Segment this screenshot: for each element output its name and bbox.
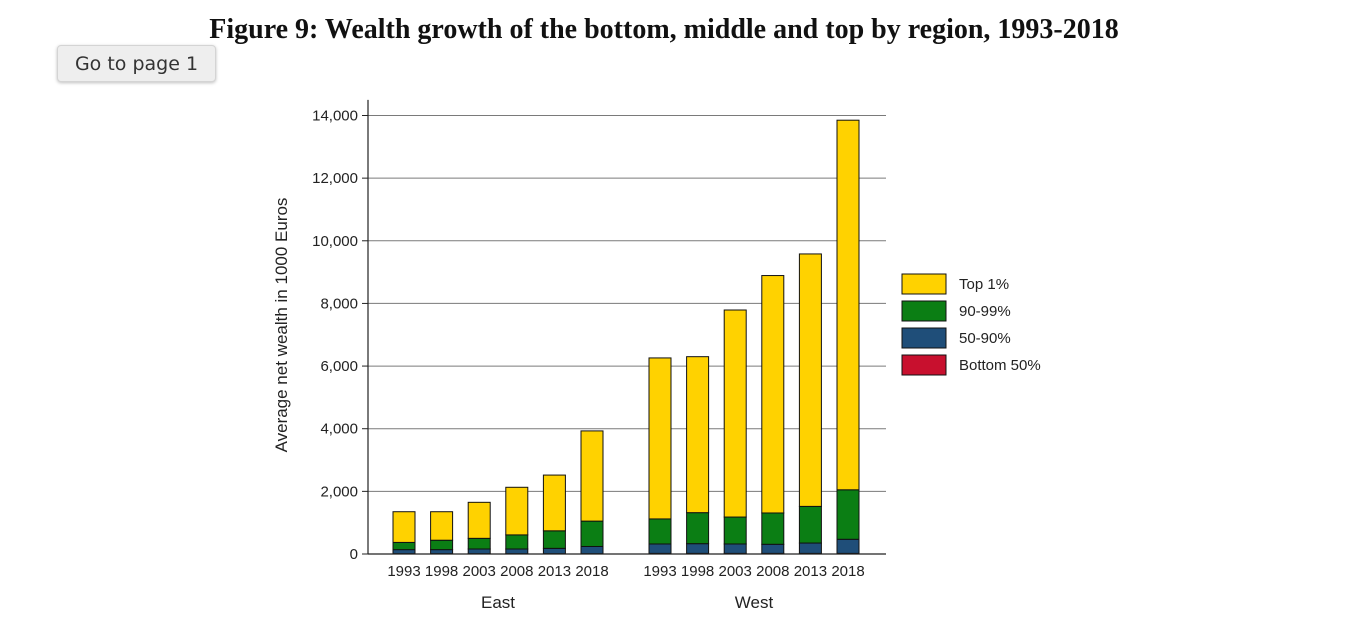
- y-tick-label: 2,000: [320, 483, 358, 500]
- bar-segment: [648, 357, 672, 520]
- bar-segment: [542, 474, 566, 532]
- bar-segment: [723, 516, 747, 545]
- y-tick-label: 10,000: [312, 233, 358, 250]
- bar-segment: [798, 253, 822, 507]
- legend-label: Top 1%: [959, 276, 1009, 293]
- y-tick-label: 4,000: [320, 421, 358, 438]
- x-tick-label: 2003: [719, 563, 752, 580]
- legend-label: 50-90%: [959, 330, 1011, 347]
- bar-segment: [648, 518, 672, 545]
- legend: Top 1% 90-99% 50-90% Bottom 50%: [901, 273, 1041, 376]
- x-tick-label: 2018: [575, 563, 608, 580]
- bar-segment: [761, 275, 785, 514]
- bar-segment: [723, 309, 747, 518]
- x-tick-label: 2008: [500, 563, 533, 580]
- y-tick-label: 14,000: [312, 108, 358, 125]
- x-tick-label: 2008: [756, 563, 789, 580]
- bar-segment: [542, 547, 566, 555]
- legend-swatch: [901, 273, 947, 295]
- bar-segment: [392, 511, 416, 543]
- bar-segment: [505, 534, 529, 550]
- x-tick-label: 1998: [681, 563, 714, 580]
- bar-segment: [580, 545, 604, 555]
- group-label: East: [481, 593, 515, 612]
- y-axis-title: Average net wealth in 1000 Euros: [272, 198, 291, 453]
- bar-segment: [648, 543, 672, 554]
- bar-segment: [798, 505, 822, 544]
- bar-segment: [761, 543, 785, 554]
- y-tick-label: 6,000: [320, 358, 358, 375]
- y-tick-label: 8,000: [320, 295, 358, 312]
- bar-segment: [542, 530, 566, 549]
- x-tick-label: 2013: [794, 563, 827, 580]
- bar-segment: [430, 511, 454, 541]
- x-tick-label: 1993: [643, 563, 676, 580]
- legend-swatch: [901, 354, 947, 376]
- axes: 0 2,000 4,000 6,000 8,000 10,000 12,000 14,000 A…: [272, 99, 886, 612]
- bar-segment: [723, 543, 747, 554]
- bar-segment: [798, 542, 822, 554]
- x-tick-label: 2003: [463, 563, 496, 580]
- bar-segment: [505, 486, 529, 536]
- legend-label: 90-99%: [959, 303, 1011, 320]
- bar-segment: [686, 543, 710, 554]
- bar-segment: [392, 541, 416, 551]
- bar-segment: [580, 520, 604, 547]
- bar-segment: [836, 538, 860, 554]
- bars: [392, 119, 860, 555]
- y-tick-label: 12,000: [312, 170, 358, 187]
- bar-segment: [467, 501, 491, 539]
- figure-title: Figure 9: Wealth growth of the bottom, m…: [209, 14, 1119, 45]
- bar-segment: [580, 430, 604, 522]
- bar-segment: [686, 356, 710, 514]
- bar-segment: [505, 548, 529, 555]
- bar-segment: [392, 549, 416, 555]
- y-tick-label: 0: [350, 546, 358, 563]
- legend-label: Bottom 50%: [959, 357, 1041, 374]
- legend-swatch: [901, 300, 947, 322]
- x-tick-label: 2018: [831, 563, 864, 580]
- bar-segment: [467, 537, 491, 550]
- bar-segment: [430, 549, 454, 555]
- bar-segment: [686, 512, 710, 545]
- x-tick-label: 1993: [387, 563, 420, 580]
- legend-swatch: [901, 327, 947, 349]
- bar-segment: [836, 119, 860, 491]
- x-tick-label: 2013: [538, 563, 571, 580]
- bar-segment: [467, 548, 491, 555]
- bar-segment: [836, 489, 860, 540]
- x-tick-label: 1998: [425, 563, 458, 580]
- bar-segment: [761, 512, 785, 545]
- bar-segment: [430, 539, 454, 551]
- group-label: West: [735, 593, 774, 612]
- go-to-page-button[interactable]: Go to page 1: [57, 45, 216, 82]
